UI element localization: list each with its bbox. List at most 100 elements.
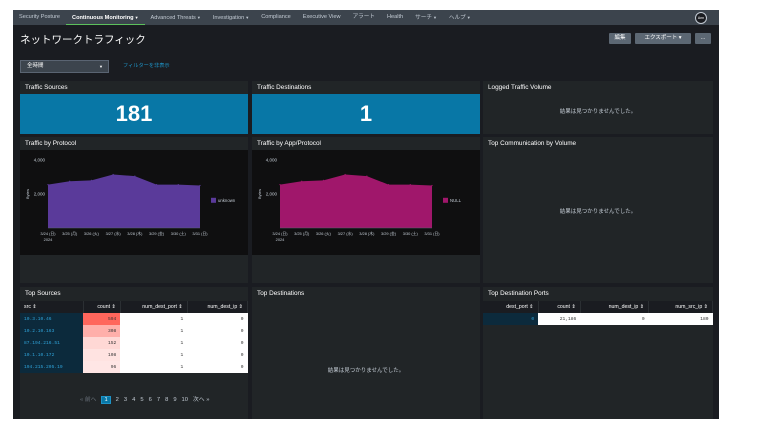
- chevron-down-icon: ▼: [196, 15, 201, 20]
- pager-page[interactable]: 2: [115, 397, 119, 403]
- table-cell[interactable]: 10.2.10.163: [20, 325, 84, 337]
- single-value[interactable]: 181: [20, 94, 248, 134]
- panel-logged-traffic-volume: Logged Traffic Volume 結果は見つかりませんでした。: [483, 81, 713, 134]
- data-point[interactable]: [301, 180, 303, 182]
- table-cell: 21,186: [538, 313, 581, 325]
- table-cell: 1: [120, 313, 188, 325]
- app-window: Security Posture Continuous Monitoring▼ Ad…: [13, 10, 719, 419]
- pager-page[interactable]: 4: [132, 397, 136, 403]
- pager-page[interactable]: 1: [101, 396, 111, 404]
- y-tick-label: 2,000: [266, 192, 278, 197]
- series-area-NULL[interactable]: [280, 174, 432, 228]
- column-header[interactable]: src ⇕: [20, 301, 84, 313]
- no-results-message: 結果は見つかりませんでした。: [559, 109, 637, 115]
- area-chart[interactable]: 4,000 2,000 Bytes 3/24 (日) 3/25 (月) 3/26 (火) 3…: [252, 150, 480, 255]
- panel-traffic-by-protocol: Traffic by Protocol 4,000 2,000 Bytes 3/24 …: [20, 137, 248, 283]
- panel-title: Top Destination Ports: [488, 290, 549, 297]
- legend-swatch[interactable]: [211, 197, 216, 203]
- legend-label[interactable]: unknown: [218, 198, 236, 203]
- data-point[interactable]: [199, 184, 201, 187]
- time-range-picker[interactable]: 全時間 ▼: [20, 60, 109, 73]
- table-row[interactable]: 87.194.216.51 152 1 0: [20, 337, 248, 349]
- single-value[interactable]: 1: [252, 94, 480, 134]
- column-header[interactable]: num_dest_port ⇕: [120, 301, 188, 313]
- pager-page[interactable]: 10: [181, 397, 188, 403]
- series-area-unknown[interactable]: [48, 174, 200, 228]
- panel-top-sources: Top Sources src ⇕ count ⇕ num_dest_port ⇕ n…: [20, 287, 249, 419]
- column-header[interactable]: count ⇕: [83, 301, 121, 313]
- pager-page[interactable]: 9: [173, 397, 177, 403]
- time-range-value: 全時間: [27, 63, 44, 69]
- nav-item-3[interactable]: Investigation▼: [207, 10, 255, 25]
- table-row[interactable]: 194.215.205.19 96 1 0: [20, 361, 248, 373]
- table-row[interactable]: 0 21,186 0 180: [483, 313, 713, 325]
- area-chart[interactable]: 4,000 2,000 Bytes 3/24 (日) 3/25 (月) 3/26 (火) 3…: [20, 150, 248, 255]
- table-row[interactable]: 10.3.10.46 594 1 0: [20, 313, 248, 325]
- data-point[interactable]: [344, 173, 346, 176]
- column-header[interactable]: dest_port ⇕: [483, 301, 539, 313]
- table-cell: 1: [120, 325, 188, 337]
- legend-swatch[interactable]: [443, 197, 448, 203]
- table-cell[interactable]: 87.194.216.51: [20, 337, 84, 349]
- data-point[interactable]: [134, 175, 136, 177]
- data-point[interactable]: [322, 179, 325, 181]
- nav-item-0[interactable]: Security Posture: [13, 10, 66, 25]
- data-point[interactable]: [431, 184, 433, 187]
- nav-item-1[interactable]: Continuous Monitoring▼: [66, 10, 145, 25]
- data-point[interactable]: [155, 184, 158, 186]
- nav-item-4[interactable]: Compliance: [255, 10, 297, 25]
- page-title: ネットワークトラフィック: [20, 34, 146, 46]
- pager-page[interactable]: 3: [123, 397, 128, 403]
- nav-item-label: Compliance: [261, 14, 291, 20]
- pager-prev[interactable]: « 前へ: [80, 397, 97, 403]
- hide-filters-link[interactable]: フィルターを非表示: [123, 63, 170, 69]
- export-button[interactable]: エクスポート ▾: [635, 33, 691, 44]
- data-point[interactable]: [47, 184, 49, 186]
- chart-area: 4,000 2,000 Bytes 3/24 (日) 3/25 (月) 3/26 (火) 3…: [20, 150, 248, 255]
- pager-page[interactable]: 5: [140, 397, 144, 403]
- legend-label[interactable]: NULL: [450, 198, 462, 203]
- more-actions-button[interactable]: ...: [695, 33, 711, 44]
- table-cell[interactable]: 0: [483, 313, 539, 325]
- table-cell: 152: [83, 337, 121, 349]
- nav-item-6[interactable]: アラート: [347, 10, 381, 25]
- panel-traffic-sources: Traffic Sources 181: [20, 81, 248, 134]
- panel-title: Traffic Sources: [25, 84, 68, 91]
- table-cell: 1: [120, 337, 188, 349]
- pager-page[interactable]: 7: [156, 397, 161, 403]
- table-row[interactable]: 10.1.10.172 108 1 0: [20, 349, 248, 361]
- column-header[interactable]: count ⇕: [538, 301, 581, 313]
- nav-item-9[interactable]: ヘルプ▼: [443, 10, 477, 25]
- table-row[interactable]: 10.2.10.163 308 1 0: [20, 325, 248, 337]
- table-cell: 0: [187, 325, 248, 337]
- table-cell[interactable]: 10.3.10.46: [20, 313, 84, 325]
- data-point[interactable]: [387, 184, 390, 186]
- data-point[interactable]: [366, 175, 368, 177]
- pager-page[interactable]: 8: [165, 397, 169, 403]
- nav-item-8[interactable]: サーチ▼: [409, 10, 443, 25]
- column-header[interactable]: num_src_ip ⇕: [648, 301, 713, 313]
- nav-item-2[interactable]: Advanced Threats▼: [145, 10, 207, 25]
- table-cell[interactable]: 194.215.205.19: [20, 361, 84, 373]
- chevron-down-icon: ▼: [134, 15, 139, 20]
- data-point[interactable]: [177, 184, 179, 186]
- table-cell: 1: [120, 361, 188, 373]
- edit-button[interactable]: 編集: [609, 33, 631, 44]
- data-point[interactable]: [279, 184, 281, 186]
- pager-page[interactable]: 6: [148, 397, 152, 403]
- table-cell: 0: [187, 313, 248, 325]
- nav-item-7[interactable]: Health: [381, 10, 409, 25]
- column-header[interactable]: num_dest_ip ⇕: [187, 301, 249, 313]
- y-axis-label: Bytes: [257, 189, 262, 199]
- user-avatar[interactable]: Ann: [695, 12, 707, 24]
- data-point[interactable]: [409, 184, 411, 186]
- y-tick-label: 2,000: [34, 192, 46, 197]
- column-header[interactable]: num_dest_ip ⇕: [580, 301, 650, 313]
- data-point[interactable]: [69, 180, 71, 182]
- data-point[interactable]: [112, 173, 114, 176]
- y-tick-label: 4,000: [266, 158, 278, 163]
- pager-next[interactable]: 次へ »: [193, 397, 210, 403]
- table-cell[interactable]: 10.1.10.172: [20, 349, 84, 361]
- nav-item-5[interactable]: Executive View: [297, 10, 347, 25]
- data-point[interactable]: [90, 179, 93, 181]
